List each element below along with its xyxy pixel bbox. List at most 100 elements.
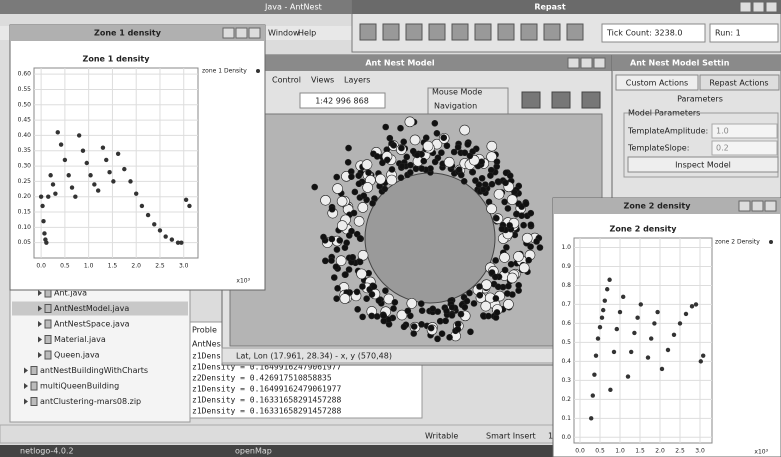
tab[interactable] — [615, 74, 699, 91]
task-item[interactable]: netlogo-4.0.2 — [20, 447, 74, 456]
agent — [442, 317, 449, 325]
agent — [342, 271, 349, 278]
window-button[interactable] — [580, 57, 593, 69]
toolbar-button[interactable] — [581, 91, 601, 109]
menu-item[interactable]: Help — [298, 29, 316, 38]
agent — [488, 180, 496, 188]
tree-item[interactable]: Material.java — [54, 335, 106, 344]
toolbar-button[interactable] — [497, 23, 515, 41]
eclipse-titlebar — [0, 0, 352, 14]
tree-item[interactable]: AntNestModel.java — [54, 304, 129, 313]
param-field[interactable] — [711, 123, 778, 139]
toolbar-button[interactable] — [405, 23, 423, 41]
window-button[interactable] — [738, 200, 751, 212]
agent — [502, 179, 509, 187]
agent — [407, 161, 414, 169]
param-field[interactable] — [711, 140, 778, 156]
agent — [527, 209, 535, 217]
plot-area — [33, 67, 199, 259]
agent — [434, 335, 441, 343]
toolbar-button[interactable] — [428, 23, 446, 41]
agent — [491, 273, 499, 281]
agent — [469, 168, 477, 176]
toolbar-button[interactable] — [551, 91, 571, 109]
toolbar-button[interactable] — [521, 91, 541, 109]
agent — [345, 144, 352, 152]
agent — [472, 177, 479, 184]
agent — [486, 151, 497, 163]
legend-label: zone 1 Density — [202, 68, 247, 75]
agent — [493, 214, 500, 222]
tree-item[interactable]: multiQueenBuilding — [40, 382, 119, 391]
data-point — [701, 353, 706, 358]
data-point — [179, 240, 184, 245]
agent — [359, 313, 366, 321]
toolbar-button[interactable] — [566, 23, 584, 41]
agent — [470, 300, 478, 307]
console-tab[interactable]: Proble — [192, 326, 217, 335]
console-line: z1Density = 0.16499162479061977 — [192, 363, 341, 372]
tree-item[interactable]: Ant.java — [54, 289, 87, 298]
data-point — [649, 336, 654, 341]
agent — [518, 212, 525, 220]
toolbar-button[interactable] — [474, 23, 492, 41]
menu-item[interactable]: Control — [272, 76, 301, 85]
plot-area — [573, 237, 713, 444]
data-point — [145, 212, 151, 218]
window-button[interactable] — [751, 200, 764, 212]
agent — [454, 325, 462, 333]
agent — [443, 156, 455, 168]
x-tick-label: 1.5 — [108, 263, 118, 270]
data-point — [122, 166, 127, 172]
window-button[interactable] — [739, 1, 752, 13]
agent — [328, 205, 336, 213]
agent — [463, 297, 471, 305]
y-tick-label: 0.30 — [18, 163, 32, 170]
window-button[interactable] — [765, 1, 778, 13]
menu-item[interactable]: Views — [311, 76, 334, 85]
data-point — [58, 142, 64, 147]
window-button[interactable] — [567, 57, 580, 69]
window-button[interactable] — [593, 57, 606, 69]
scale-field[interactable] — [299, 92, 386, 109]
agent — [333, 173, 341, 181]
y-tick-label: 0.9 — [561, 263, 571, 270]
window-button[interactable] — [235, 27, 248, 39]
data-point — [139, 203, 145, 209]
window-button[interactable] — [752, 1, 765, 13]
agent — [398, 144, 405, 152]
toolbar-button[interactable] — [359, 23, 377, 41]
toolbar-button[interactable] — [451, 23, 469, 41]
agent — [339, 293, 351, 304]
agent — [403, 153, 411, 161]
tree-item[interactable]: AntNestSpace.java — [54, 320, 130, 329]
toolbar-button[interactable] — [543, 23, 561, 41]
tree-arrow — [38, 352, 42, 358]
data-point — [689, 304, 695, 309]
menu-item[interactable]: Layers — [344, 76, 370, 85]
tab[interactable] — [699, 74, 780, 91]
agent — [382, 287, 389, 294]
console-line: z1Dens — [192, 352, 221, 361]
chart-title: Zone 1 density — [83, 55, 151, 64]
agent — [368, 291, 376, 298]
agent — [466, 289, 473, 297]
tree-item[interactable]: antClustering-mars08.zip — [40, 397, 141, 406]
window-button[interactable] — [764, 200, 777, 212]
button[interactable] — [627, 156, 779, 173]
scale-value: 1:42 996 868 — [315, 97, 369, 106]
toolbar-button[interactable] — [520, 23, 538, 41]
toolbar-button[interactable] — [382, 23, 400, 41]
data-point — [88, 173, 93, 178]
data-point — [69, 185, 75, 190]
tree-item[interactable]: Queen.java — [54, 351, 100, 360]
window-button[interactable] — [222, 27, 235, 39]
agent — [460, 177, 468, 185]
task-item[interactable]: openMap — [235, 447, 272, 456]
window-button[interactable] — [248, 27, 261, 39]
data-point — [104, 157, 109, 163]
tree-item[interactable]: antNestBuildingWithCharts — [40, 366, 148, 375]
menu-item[interactable]: Window — [268, 29, 300, 38]
console-header: AntNes — [192, 340, 221, 349]
agent — [461, 149, 469, 157]
